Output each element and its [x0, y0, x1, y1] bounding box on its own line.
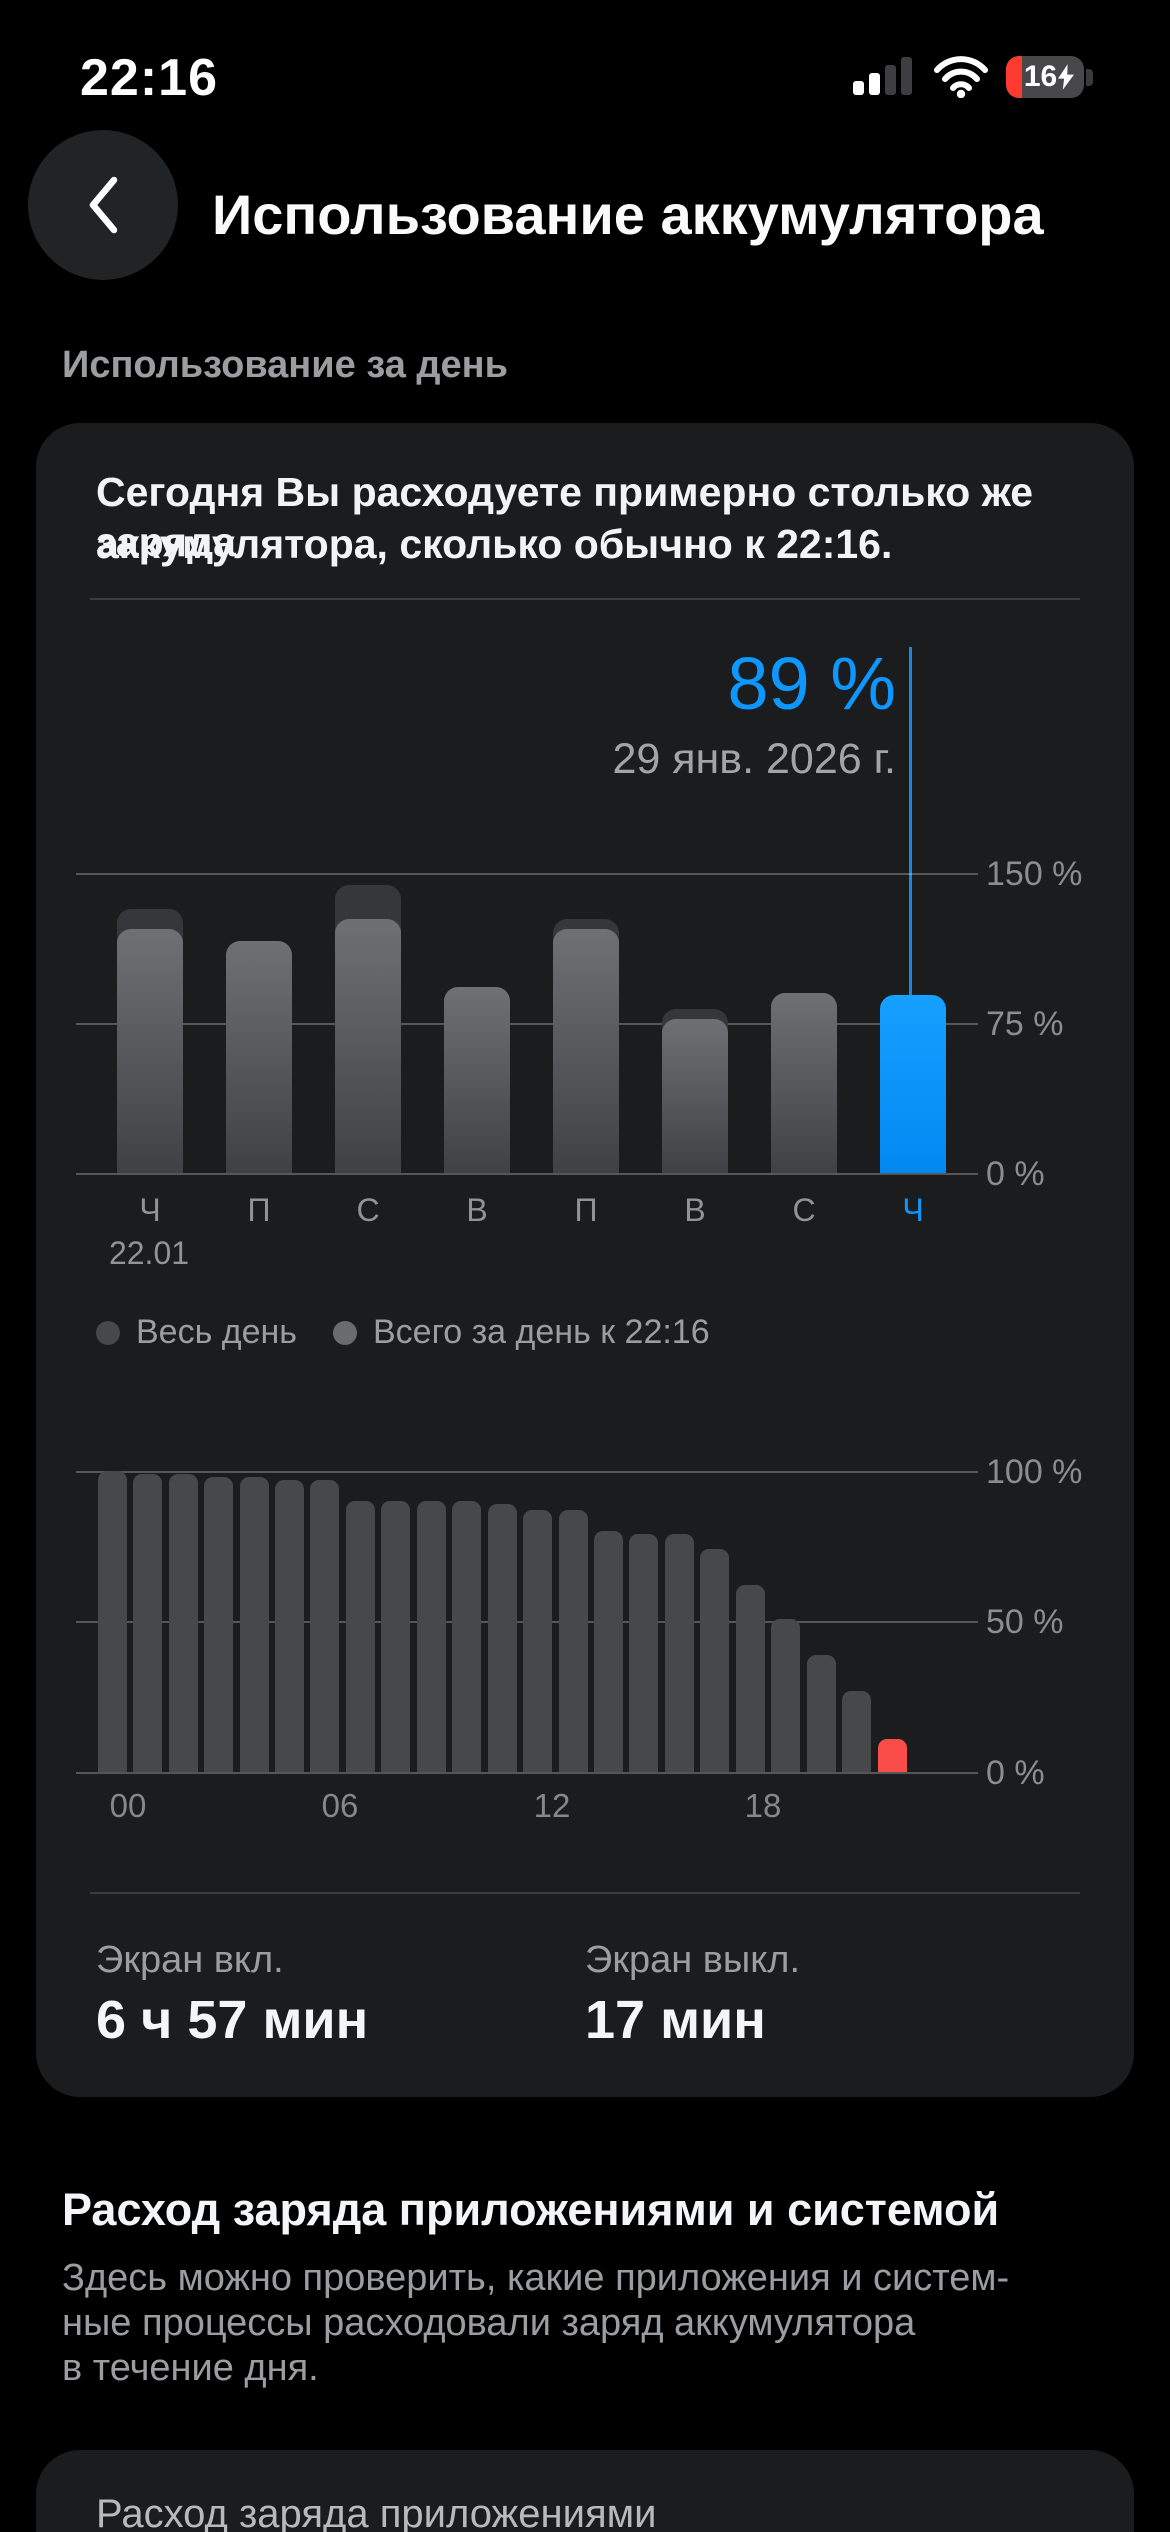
wifi-icon	[934, 56, 988, 98]
daily-bar	[735, 1585, 765, 1772]
screen-off-value: 17 мин	[585, 1990, 766, 2050]
weekly-x-label: В	[466, 1192, 488, 1228]
weekly-bar[interactable]	[662, 1019, 728, 1173]
ytick-100: 100 %	[986, 1453, 1083, 1491]
legend-dot-total	[96, 1320, 120, 1345]
chevron-left-icon	[89, 176, 118, 234]
weekly-bar[interactable]	[444, 987, 510, 1173]
xtick-00: 00	[109, 1787, 147, 1824]
weekly-bar-selected[interactable]	[880, 995, 946, 1173]
daily-bar	[204, 1477, 234, 1772]
status-time: 22:16	[80, 49, 218, 107]
xtick-06: 06	[321, 1787, 359, 1824]
usage-summary-line2: аккумулятора, сколько обычно к 22:16.	[96, 521, 893, 567]
gridline-100	[76, 1471, 978, 1473]
weekly-bar[interactable]	[335, 919, 401, 1173]
weekly-x-label: С	[792, 1192, 816, 1228]
app-usage-card[interactable]: Расход заряда приложениями	[36, 2450, 1134, 2532]
usage-card: Сегодня Вы расходуете примерно столько ж…	[36, 423, 1134, 2097]
weekly-x-label: С	[356, 1192, 380, 1228]
daily-bar	[274, 1480, 304, 1772]
daily-bar	[700, 1549, 730, 1772]
first-day-date-label: 22.01	[108, 1235, 190, 1271]
daily-bar	[168, 1474, 198, 1772]
weekly-x-label: Ч	[902, 1192, 924, 1228]
gridline-75	[76, 1023, 978, 1025]
divider	[90, 598, 1080, 600]
ytick-0: 0 %	[986, 1155, 1045, 1193]
legend-dot-bynow	[333, 1320, 357, 1345]
apps-desc-line2: ные процессы расходовали заряд аккумулят…	[62, 2302, 916, 2344]
apps-section-title: Расход заряда приложениями и системой	[62, 2184, 1000, 2235]
legend-label-total: Весь день	[136, 1313, 297, 1351]
ytick-50: 50 %	[986, 1603, 1064, 1641]
selected-day-value: 89 %	[727, 642, 896, 725]
daily-bar	[416, 1501, 446, 1772]
page-title: Использование аккумулятора	[212, 183, 1044, 246]
daily-bar	[558, 1510, 588, 1772]
ytick-150: 150 %	[986, 855, 1083, 893]
battery-percent-text: 16	[1023, 60, 1058, 93]
daily-bar	[345, 1501, 375, 1772]
selected-day-callout: 89 % 29 янв. 2026 г.	[612, 645, 896, 784]
weekly-bar[interactable]	[553, 929, 619, 1173]
daily-bar	[452, 1501, 482, 1772]
daily-bar-current	[877, 1738, 907, 1772]
daily-bar	[594, 1531, 623, 1772]
section-label-daily-usage: Использование за день	[62, 344, 508, 386]
selected-day-date: 29 янв. 2026 г.	[612, 735, 896, 783]
weekly-bar[interactable]	[117, 929, 183, 1173]
weekly-x-label: Ч	[139, 1192, 161, 1228]
daily-bar	[381, 1501, 411, 1772]
weekly-x-label: В	[684, 1192, 706, 1228]
weekly-bar[interactable]	[771, 993, 837, 1173]
daily-bar	[806, 1654, 836, 1772]
ytick-75: 75 %	[986, 1005, 1064, 1043]
legend-label-bynow: Всего за день к 22:16	[373, 1313, 710, 1351]
apps-desc-line3: в течение дня.	[62, 2347, 319, 2389]
selected-day-indicator-line	[909, 647, 912, 995]
daily-bar	[629, 1534, 659, 1772]
weekly-x-label: П	[247, 1192, 271, 1228]
app-usage-card-title: Расход заряда приложениями	[96, 2492, 657, 2532]
daily-bar	[664, 1534, 694, 1772]
daily-bar	[239, 1477, 269, 1772]
legend-item-total: Весь день	[96, 1313, 297, 1352]
usage-summary-line1: Сегодня Вы расходуете примерно столько ж…	[96, 469, 1034, 565]
gridline-0b	[76, 1772, 978, 1774]
xtick-12: 12	[533, 1787, 571, 1824]
weekly-bar[interactable]	[226, 941, 292, 1173]
daily-bar	[771, 1618, 801, 1772]
back-button[interactable]	[28, 130, 178, 280]
gridline-0	[76, 1173, 978, 1175]
battery-level-red-fill	[1006, 56, 1022, 98]
ytick-0b: 0 %	[986, 1754, 1045, 1792]
daily-bar	[523, 1510, 553, 1772]
chart-legend: Весь день Всего за день к 22:16	[96, 1313, 710, 1352]
daily-bar	[133, 1474, 163, 1772]
xtick-18: 18	[744, 1787, 782, 1824]
screen-on-label: Экран вкл.	[96, 1939, 284, 1981]
gridline-150	[76, 873, 978, 875]
daily-bar	[487, 1504, 517, 1772]
screen-on-value: 6 ч 57 мин	[96, 1990, 369, 2050]
daily-bar	[310, 1480, 340, 1772]
charging-bolt-icon	[1058, 64, 1075, 90]
battery-nub	[1086, 69, 1093, 86]
daily-bar	[842, 1690, 872, 1772]
legend-item-bynow: Всего за день к 22:16	[333, 1313, 710, 1352]
screen-off-label: Экран выкл.	[585, 1939, 801, 1981]
battery-indicator: 16	[1006, 56, 1084, 98]
daily-bar	[97, 1471, 127, 1772]
apps-desc-line1: Здесь можно проверить, какие приложения …	[62, 2257, 1010, 2299]
cellular-signal-icon	[853, 57, 912, 95]
divider	[90, 1892, 1080, 1894]
weekly-x-label: П	[574, 1192, 598, 1228]
